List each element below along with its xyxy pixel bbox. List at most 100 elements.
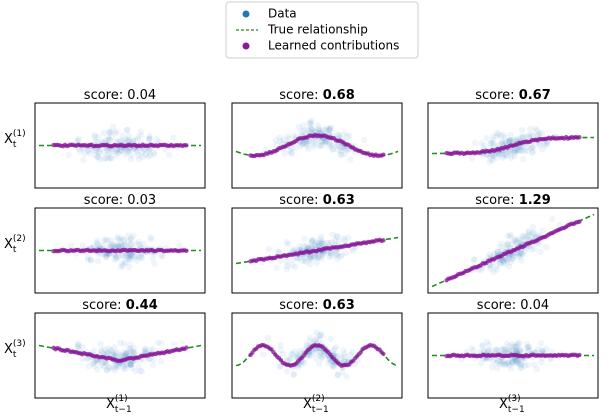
data-point (93, 147, 100, 154)
data-point (286, 356, 293, 363)
data-point (284, 262, 291, 270)
data-point (529, 148, 537, 155)
data-point (343, 146, 350, 154)
data-point (122, 242, 130, 249)
learned-point (184, 345, 189, 350)
data-point (122, 351, 130, 358)
data-point (138, 132, 145, 139)
data-point (313, 259, 321, 267)
data-point (527, 145, 535, 152)
data-point (285, 240, 292, 248)
data-point (499, 258, 507, 266)
data-point (103, 251, 110, 259)
data-point (291, 348, 298, 355)
data-point (320, 239, 327, 247)
data-point (506, 362, 513, 369)
data-point (316, 128, 324, 135)
learned-point (577, 135, 582, 140)
data-point (137, 251, 145, 258)
data-point (125, 232, 132, 239)
data-point (334, 232, 341, 240)
data-point (340, 130, 348, 137)
data-point (513, 360, 520, 367)
data-point (111, 256, 118, 263)
data-point (525, 132, 533, 139)
data-point (106, 129, 113, 136)
data-point (176, 242, 183, 249)
data-point (531, 245, 539, 252)
data-point (326, 253, 333, 261)
learned-point (184, 248, 189, 254)
data-point (487, 347, 495, 355)
data-point (337, 148, 345, 155)
column-label: X(2) t−1 (303, 394, 329, 415)
data-point (317, 332, 325, 340)
data-point (295, 123, 303, 131)
data-point (110, 364, 118, 372)
data-point (76, 147, 84, 155)
data-point (288, 144, 295, 151)
data-point (306, 334, 314, 341)
data-point (513, 347, 520, 355)
data-point (291, 263, 299, 270)
data-point (334, 371, 342, 378)
data-point (308, 126, 316, 133)
data-point (298, 141, 306, 148)
data-point (289, 256, 296, 263)
panel-frame (427, 102, 599, 189)
data-point (500, 257, 508, 265)
data-point (521, 362, 529, 370)
data-point (91, 358, 99, 365)
data-point (146, 134, 153, 142)
data-point (525, 228, 533, 235)
learned-point (381, 152, 386, 157)
data-point (513, 341, 521, 349)
data-point (299, 257, 306, 264)
data-point (498, 140, 505, 148)
data-point (122, 259, 129, 267)
data-point (497, 360, 504, 368)
data-point (346, 132, 353, 139)
score-prefix: score: (279, 298, 318, 313)
data-point (122, 350, 129, 358)
data-point (91, 133, 98, 140)
data-point (125, 254, 133, 261)
data-point (117, 352, 124, 359)
data-point (303, 142, 311, 150)
data-point (497, 243, 504, 251)
data-point (498, 240, 505, 247)
data-point (318, 355, 326, 362)
data-point (290, 245, 298, 253)
data-point (511, 152, 518, 160)
data-point (122, 365, 129, 372)
data-point (86, 149, 94, 157)
data-point (501, 361, 508, 369)
panel: score: 0.63 (231, 193, 403, 294)
data-point (523, 344, 530, 352)
data-point (507, 258, 514, 266)
data-point (145, 136, 153, 143)
data-point (301, 257, 308, 264)
data-point (142, 346, 149, 353)
data-point (298, 140, 306, 147)
data-point (306, 255, 314, 263)
panel-content (432, 125, 594, 165)
data-point (146, 346, 154, 353)
data-point (333, 252, 340, 259)
data-point (334, 250, 341, 257)
data-point (511, 149, 519, 156)
data-point (308, 237, 316, 244)
data-point (507, 151, 515, 158)
data-point (122, 361, 130, 368)
data-point (109, 242, 117, 249)
data-point (307, 253, 314, 261)
data-point (277, 137, 284, 145)
panel-frame (231, 312, 403, 399)
data-point (100, 129, 108, 137)
data-point (84, 147, 92, 154)
data-point (318, 331, 325, 338)
data-point (493, 359, 500, 367)
data-point (309, 237, 317, 244)
panel-title: score: 1.29 (475, 193, 551, 208)
data-point (501, 260, 508, 268)
